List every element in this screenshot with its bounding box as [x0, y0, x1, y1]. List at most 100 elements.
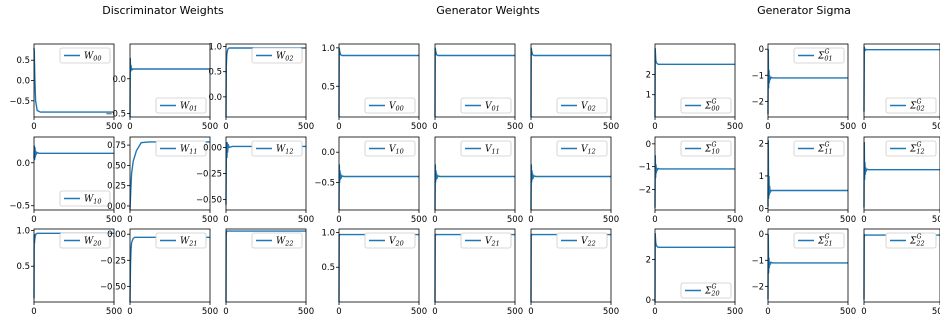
subplot-V01: 0 500 V01: [432, 43, 523, 132]
legend-label: Σ12G: [909, 142, 925, 156]
x-tick-label: 500: [202, 122, 218, 132]
legend-box: [251, 232, 303, 249]
y-tick-label: 0.5: [321, 82, 335, 92]
series-line-W01: [129, 57, 210, 118]
y-tick-label: 0: [759, 204, 764, 214]
y-tick-label: 0: [646, 296, 651, 306]
subplot-V02: 0 500 V02: [528, 43, 619, 132]
legend-box: [885, 232, 937, 249]
legend-label: W00: [84, 52, 102, 63]
series-line-W11: [129, 141, 210, 211]
x-tick-label: 0: [336, 215, 341, 225]
axes-frame: [33, 136, 115, 211]
legend: V00: [364, 97, 416, 114]
legend-box: [364, 140, 416, 157]
x-tick-label: 500: [202, 307, 218, 317]
legend: V20: [364, 232, 416, 249]
legend: V01: [460, 97, 512, 114]
legend-box: [680, 140, 732, 157]
x-tick-label: 500: [106, 122, 122, 132]
x-tick-label: 500: [727, 307, 743, 317]
y-tick-label: 0.0: [16, 77, 30, 87]
series-line-W21: [129, 236, 210, 303]
series-line-W10: [33, 145, 114, 161]
y-tick-label: 0.50: [107, 161, 126, 171]
legend-label: Σ21G: [817, 234, 833, 248]
x-tick-label: 500: [840, 307, 856, 317]
x-tick-label: 0: [432, 307, 437, 317]
y-tick-label: −0.5: [314, 179, 335, 189]
axes-frame: [338, 43, 420, 118]
subplot-Σ22: 0 500 Σ22G: [861, 228, 940, 317]
legend: Σ22G: [885, 232, 937, 249]
subplot-W02: 0 500 1.0 0.5 0.0 W02: [208, 43, 314, 132]
y-tick-label: −2: [751, 282, 764, 292]
y-tick-label: 0.0: [112, 75, 126, 85]
x-tick-label: 500: [507, 215, 523, 225]
x-tick-label: 500: [106, 307, 122, 317]
axes-frame: [767, 43, 849, 118]
legend: Σ00G: [680, 97, 732, 114]
legend: Σ11G: [793, 140, 845, 157]
legend-label: W02: [276, 52, 294, 63]
subplot-V11: 0 500 V11: [432, 136, 523, 225]
legend-box: [793, 232, 845, 249]
x-tick-label: 0: [336, 122, 341, 132]
legend: W11: [155, 140, 207, 157]
x-tick-label: 0: [223, 215, 228, 225]
panel-title-sigma: Generator Sigma: [757, 4, 851, 17]
y-tick-label: 1: [646, 91, 651, 101]
x-tick-label: 500: [411, 307, 427, 317]
legend-box: [59, 47, 111, 64]
legend-box: [885, 140, 937, 157]
x-tick-label: 500: [727, 215, 743, 225]
legend: Σ10G: [680, 140, 732, 157]
x-tick-label: 500: [603, 307, 619, 317]
legend-label: V02: [581, 102, 596, 113]
axes-frame: [225, 228, 307, 303]
legend-label: V01: [485, 102, 500, 113]
y-tick-label: 1.0: [16, 226, 30, 236]
y-tick-label: 0.0: [16, 159, 30, 169]
axes-frame: [129, 228, 211, 303]
subplot-Σ20: 0 500 2 0 Σ20G: [646, 228, 743, 317]
y-tick-label: 1: [759, 172, 764, 182]
series-line-V10: [338, 164, 419, 211]
legend-box: [251, 47, 303, 64]
legend: V12: [556, 140, 608, 157]
x-tick-label: 500: [932, 122, 940, 132]
axes-frame: [863, 136, 940, 211]
y-tick-label: −1: [751, 256, 764, 266]
series-line-V11: [434, 164, 515, 211]
x-tick-label: 0: [652, 122, 657, 132]
axes-frame: [767, 228, 849, 303]
legend-box: [460, 97, 512, 114]
y-tick-label: 2: [646, 70, 651, 80]
x-tick-label: 500: [603, 215, 619, 225]
legend: V02: [556, 97, 608, 114]
axes-frame: [863, 43, 940, 118]
legend: V21: [460, 232, 512, 249]
x-tick-label: 0: [31, 215, 36, 225]
axes-frame: [654, 136, 736, 211]
y-tick-label: 0.5: [16, 262, 30, 272]
legend-label: Σ20G: [704, 284, 720, 298]
legend-box: [885, 97, 937, 114]
subplot-V00: 0 500 1.0 0.5 V00: [321, 43, 427, 132]
subplot-W10: 0 500 0.0 −0.5 W10: [9, 136, 122, 225]
y-tick-label: 0: [646, 140, 651, 150]
subplot-W21: 0 500 0.00 −0.25 −0.50 W21: [100, 228, 218, 317]
legend-label: W10: [84, 195, 102, 206]
y-tick-label: 0.0: [208, 93, 222, 103]
legend-label: Σ11G: [817, 142, 833, 156]
x-tick-label: 500: [507, 307, 523, 317]
y-tick-label: 0.5: [208, 68, 222, 78]
x-tick-label: 500: [202, 215, 218, 225]
subplot-Σ10: 0 500 0 −1 −2 Σ10G: [638, 136, 743, 225]
y-tick-label: 0.00: [107, 202, 126, 212]
axes-frame: [33, 228, 115, 303]
subplot-W20: 0 500 1.0 0.5 W20: [16, 226, 122, 317]
axes-frame: [863, 228, 940, 303]
x-tick-label: 0: [336, 307, 341, 317]
y-tick-label: −0.5: [105, 110, 126, 120]
